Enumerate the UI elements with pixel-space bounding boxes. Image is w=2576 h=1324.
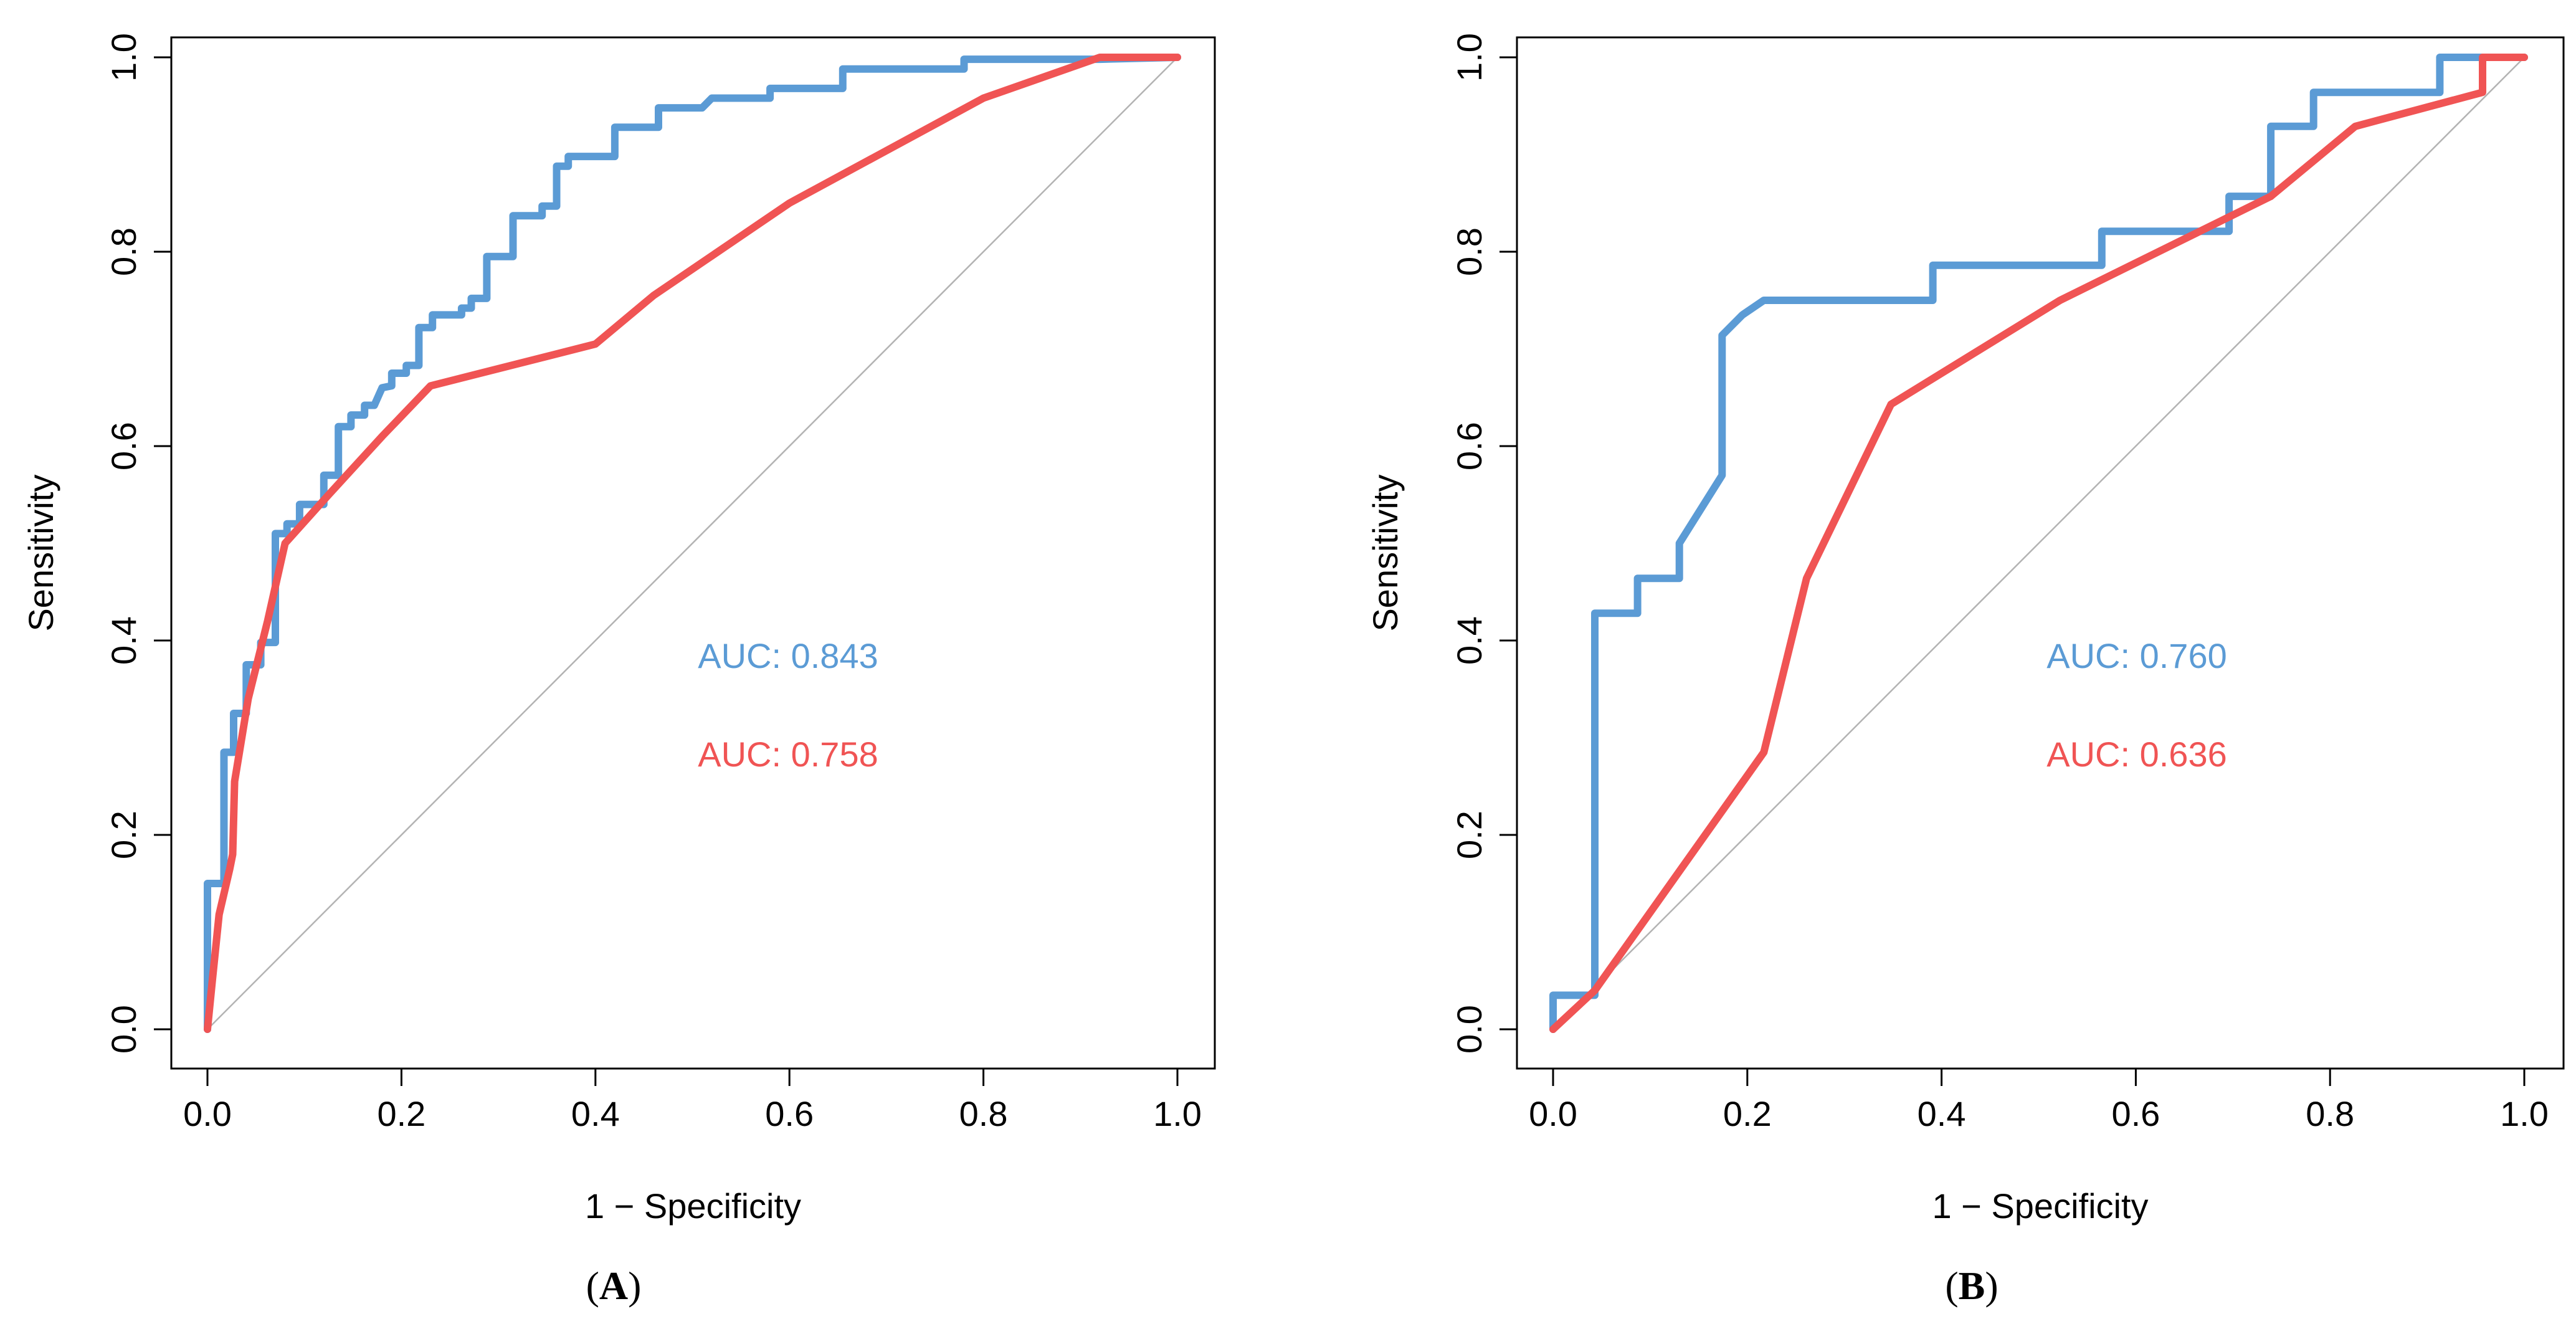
panel-a-series-group	[204, 54, 1181, 1033]
panel-a-x-tick-label: 0.2	[377, 1094, 425, 1133]
panel-a-reference-line-group	[207, 57, 1178, 1030]
panel-a-x-axis: 0.0 0.2 0.4 0.6 0.8 1.0	[183, 1067, 1202, 1133]
panel-a-caption-letter: A	[599, 1264, 628, 1308]
panel-b-y-tick-label: 0.0	[1450, 1005, 1489, 1054]
panel-b-caption: (B)	[1945, 1264, 1998, 1308]
panel-a-y-axis: 0.0 0.2 0.4 0.6 0.8 1.0	[104, 33, 173, 1054]
panel-a: 0.0 0.2 0.4 0.6 0.8 1.0 0.0 0.2 0.4 0.6 0.8 1.0 1 …	[21, 33, 1216, 1308]
panel-a-y-tick-label: 0.8	[104, 227, 143, 276]
panel-b-caption-letter: B	[1959, 1264, 1985, 1308]
panel-b-y-axis: 0.0 0.2 0.4 0.6 0.8 1.0	[1450, 33, 1518, 1054]
panel-a-x-axis-label: 1 − Specificity	[585, 1186, 801, 1226]
panel-a-auc-label-red: AUC: 0.758	[698, 735, 878, 774]
panel-b-y-tick-label: 0.6	[1450, 422, 1489, 470]
panel-a-roc-curve-blue	[204, 54, 1181, 1033]
panel-b-x-tick-label: 0.0	[1529, 1094, 1577, 1133]
panel-a-x-tick-label: 0.4	[571, 1094, 620, 1133]
panel-b-reference-diagonal	[1552, 57, 2525, 1030]
panel-a-x-tick-label: 0.6	[765, 1094, 814, 1133]
panel-b-x-axis-label: 1 − Specificity	[1932, 1186, 2148, 1226]
panel-b-roc-curve-blue	[1549, 54, 2528, 1033]
panel-a-x-tick-label: 0.8	[959, 1094, 1008, 1133]
panel-b-y-tick-label: 0.4	[1450, 616, 1489, 665]
panel-b-x-tick-label: 0.8	[2306, 1094, 2354, 1133]
panel-a-y-tick-label: 0.4	[104, 616, 143, 665]
panel-a-auc-label-blue: AUC: 0.843	[698, 636, 878, 675]
panel-b-x-tick-label: 0.2	[1723, 1094, 1772, 1133]
panel-a-y-tick-label: 0.2	[104, 811, 143, 859]
panel-b-y-axis-label: Sensitivity	[1366, 474, 1405, 631]
panel-a-reference-diagonal	[207, 57, 1178, 1030]
panel-b-reference-line-group	[1552, 57, 2525, 1030]
panel-b-auc-label-red: AUC: 0.636	[2046, 735, 2227, 774]
panel-b-x-tick-label: 0.6	[2111, 1094, 2160, 1133]
panel-a-y-axis-label: Sensitivity	[21, 474, 60, 631]
panel-b-roc-curve-red	[1549, 54, 2528, 1033]
panel-a-y-tick-label: 0.0	[104, 1005, 143, 1054]
panel-a-y-tick-label: 0.6	[104, 422, 143, 470]
panel-b: 0.0 0.2 0.4 0.6 0.8 1.0 0.0 0.2 0.4 0.6 0.8 1.0 1 …	[1366, 33, 2565, 1308]
panel-b-x-tick-label: 0.4	[1918, 1094, 1966, 1133]
panel-b-y-tick-label: 1.0	[1450, 33, 1489, 82]
panel-a-y-tick-label: 1.0	[104, 33, 143, 82]
panel-a-roc-curve-red	[204, 54, 1181, 1033]
panel-b-x-tick-label: 1.0	[2500, 1094, 2549, 1133]
panel-a-x-tick-label: 1.0	[1153, 1094, 1202, 1133]
panel-b-y-tick-label: 0.8	[1450, 227, 1489, 276]
panel-a-caption: (A)	[586, 1264, 642, 1308]
panel-b-x-axis: 0.0 0.2 0.4 0.6 0.8 1.0	[1529, 1067, 2549, 1133]
panel-b-series-group	[1549, 54, 2528, 1033]
panel-b-auc-label-blue: AUC: 0.760	[2046, 636, 2227, 675]
panel-a-x-tick-label: 0.0	[183, 1094, 232, 1133]
panel-b-y-tick-label: 0.2	[1450, 811, 1489, 859]
